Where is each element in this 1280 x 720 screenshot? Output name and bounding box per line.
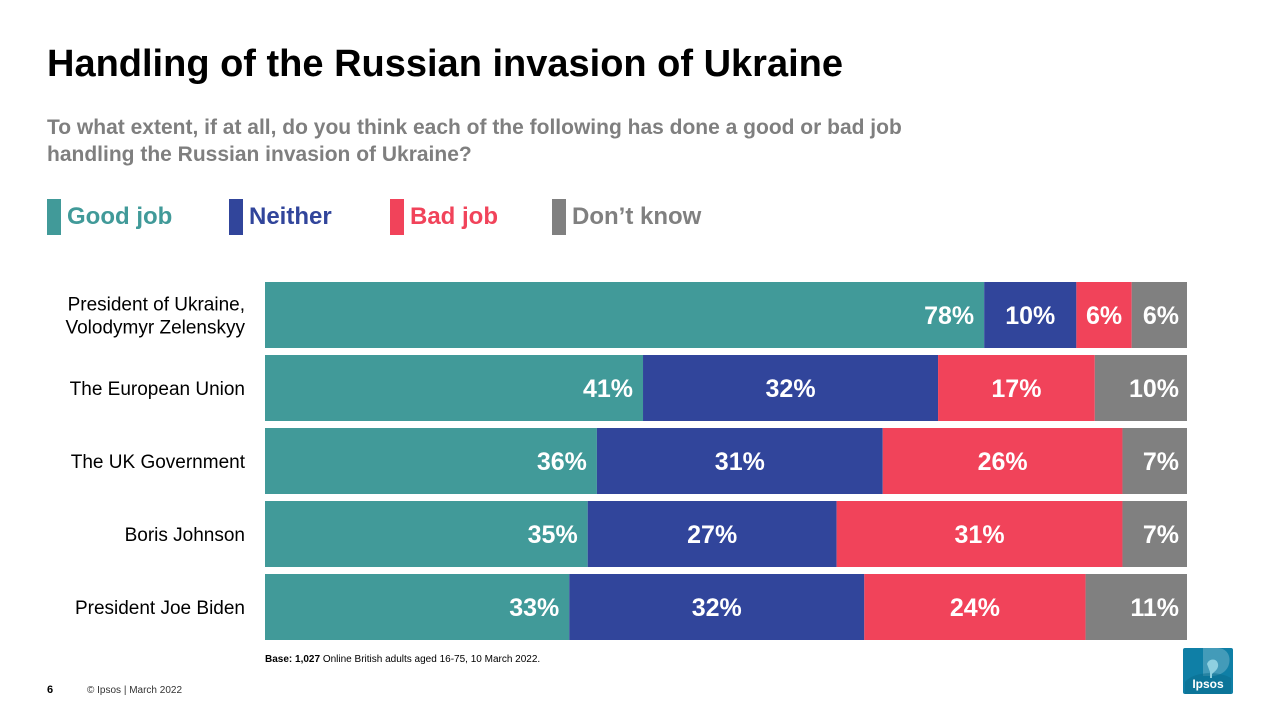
row-label: The UK Government — [71, 452, 246, 473]
data-label: 31% — [715, 448, 765, 476]
data-label: 78% — [924, 302, 974, 330]
base-label: Base: — [265, 654, 293, 665]
data-label: 27% — [687, 521, 737, 549]
data-label: 10% — [1129, 375, 1179, 403]
copyright-text: © Ipsos | March 2022 — [87, 685, 183, 696]
bar-segment — [265, 501, 588, 567]
chart-subtitle: To what extent, if at all, do you think … — [47, 116, 902, 166]
row-label: President Joe Biden — [75, 598, 245, 619]
legend-swatch-good-job — [47, 199, 61, 235]
bar-segment — [938, 355, 1095, 421]
data-label: 11% — [1130, 594, 1179, 622]
data-label: 10% — [1005, 302, 1055, 330]
bar-segment — [569, 574, 865, 640]
stacked-bar-chart: President of Ukraine,Volodymyr Zelenskyy… — [65, 282, 1187, 640]
row-label: The European Union — [70, 379, 245, 400]
legend-label-good-job: Good job — [67, 203, 173, 230]
chart-title: Handling of the Russian invasion of Ukra… — [47, 43, 843, 85]
bar-segment — [1122, 428, 1187, 494]
data-label: 7% — [1143, 521, 1179, 549]
bar-segment — [265, 282, 985, 348]
legend: Good job Neither Bad job Don’t know — [47, 199, 807, 239]
legend-swatch-bad-job — [390, 199, 404, 235]
legend-label-bad-job: Bad job — [410, 203, 498, 230]
base-value: 1,027 — [295, 654, 321, 665]
bar-segment — [1076, 282, 1132, 348]
bar-segment — [836, 501, 1123, 567]
bar-segment — [265, 574, 570, 640]
bar-segment — [1094, 355, 1187, 421]
data-label: 31% — [955, 521, 1005, 549]
bar-segment — [984, 282, 1077, 348]
data-label: 32% — [766, 375, 816, 403]
legend-swatch-dont-know — [552, 199, 566, 235]
base-note: Base: 1,027 Online British adults aged 1… — [265, 654, 540, 665]
data-label: 32% — [692, 594, 742, 622]
row-label: Boris Johnson — [125, 525, 245, 546]
page-number: 6 — [47, 684, 54, 696]
bar-segment — [265, 355, 644, 421]
bar-segment — [1131, 282, 1187, 348]
ipsos-logo: Ipsos — [1183, 648, 1233, 694]
data-label: 35% — [528, 521, 578, 549]
ipsos-logo-mark — [1185, 648, 1231, 694]
bar-segment — [882, 428, 1123, 494]
legend-swatch-neither — [229, 199, 243, 235]
bar-segment — [265, 428, 597, 494]
bar-segment — [864, 574, 1086, 640]
data-label: 36% — [537, 448, 587, 476]
data-label: 41% — [583, 375, 633, 403]
data-label: 7% — [1143, 448, 1179, 476]
legend-label-neither: Neither — [249, 203, 332, 230]
ipsos-logo-text: Ipsos — [1192, 677, 1224, 691]
data-label: 26% — [978, 448, 1028, 476]
row-label: President of Ukraine, — [68, 295, 245, 316]
base-text: Online British adults aged 16-75, 10 Mar… — [320, 654, 541, 665]
data-label: 33% — [509, 594, 559, 622]
legend-label-dont-know: Don’t know — [572, 203, 702, 230]
data-label: 24% — [950, 594, 1000, 622]
bar-segment — [596, 428, 883, 494]
bar-segment — [587, 501, 837, 567]
data-label: 6% — [1143, 302, 1179, 330]
data-label: 6% — [1086, 302, 1122, 330]
bar-segment — [643, 355, 939, 421]
row-label: Volodymyr Zelenskyy — [65, 318, 245, 339]
bar-segment — [1122, 501, 1187, 567]
bar-segment — [1085, 574, 1187, 640]
data-label: 17% — [991, 375, 1041, 403]
